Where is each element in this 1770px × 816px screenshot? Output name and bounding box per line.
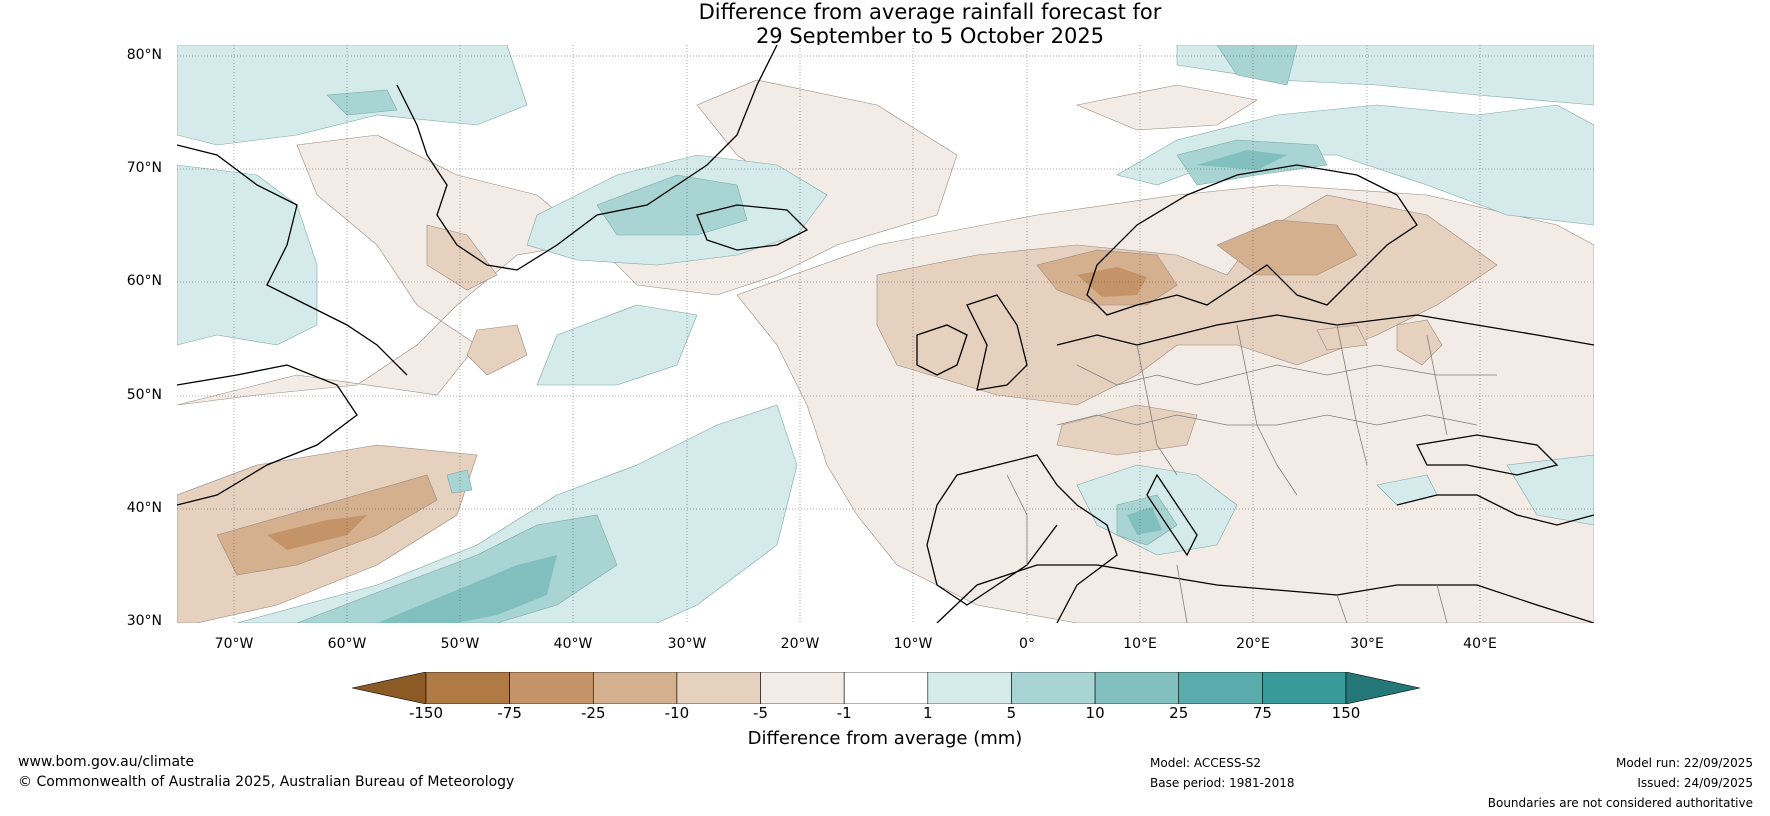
lon-label-60w: 60°W bbox=[327, 636, 367, 652]
lon-label-10w: 10°W bbox=[893, 636, 933, 652]
lat-label-30n: 30°N bbox=[126, 613, 162, 629]
legend-colorbar bbox=[352, 672, 1420, 704]
rainfall-anomaly-map bbox=[177, 45, 1594, 623]
anomaly-light-wet bbox=[177, 45, 1594, 623]
legend-tick-label: 150 bbox=[1331, 704, 1361, 722]
lat-label-80n: 80°N bbox=[126, 47, 162, 63]
lon-label-50w: 50°W bbox=[440, 636, 480, 652]
lon-label-20w: 20°W bbox=[780, 636, 820, 652]
legend-tick-label: -25 bbox=[581, 704, 606, 722]
lon-label-0: 0° bbox=[1019, 636, 1035, 652]
footer-website: www.bom.gov.au/climate bbox=[18, 754, 195, 770]
country-borders bbox=[1006, 324, 1497, 623]
footer-issued: Issued: 24/09/2025 bbox=[1637, 776, 1753, 790]
legend-segment bbox=[1178, 672, 1263, 704]
legend-segment bbox=[1262, 672, 1347, 704]
footer-model: Model: ACCESS-S2 bbox=[1150, 756, 1262, 770]
map-svg bbox=[177, 45, 1594, 623]
legend-segment bbox=[676, 672, 761, 704]
legend-segment bbox=[592, 672, 678, 704]
lon-label-40e: 40°E bbox=[1463, 636, 1497, 652]
lon-label-10e: 10°E bbox=[1123, 636, 1157, 652]
legend-segment bbox=[425, 672, 510, 704]
anomaly-strong-wet bbox=[377, 150, 1287, 623]
legend-tick-label: 75 bbox=[1252, 704, 1272, 722]
legend-segment bbox=[927, 672, 1012, 704]
lon-label-20e: 20°E bbox=[1236, 636, 1270, 652]
legend-tick-label: 10 bbox=[1085, 704, 1105, 722]
map-gridlines bbox=[177, 45, 1594, 623]
legend-tick-label: 1 bbox=[923, 704, 933, 722]
legend-segment bbox=[1011, 672, 1096, 704]
legend-tick-label: -150 bbox=[408, 704, 444, 722]
lat-label-50n: 50°N bbox=[126, 387, 162, 403]
lon-label-40w: 40°W bbox=[553, 636, 593, 652]
legend-tick-label: -1 bbox=[836, 704, 852, 722]
title-line-1: Difference from average rainfall forecas… bbox=[698, 0, 1162, 24]
legend-segment bbox=[843, 672, 929, 704]
lon-label-30w: 30°W bbox=[667, 636, 707, 652]
legend-segment bbox=[1094, 672, 1180, 704]
legend-tick-label: 5 bbox=[1006, 704, 1017, 722]
footer-base-period: Base period: 1981-2018 bbox=[1150, 776, 1295, 790]
footer-model-run: Model run: 22/09/2025 bbox=[1615, 756, 1753, 770]
lat-label-70n: 70°N bbox=[126, 160, 162, 176]
footer-disclaimer: Boundaries are not considered authoritat… bbox=[1487, 796, 1753, 810]
lat-label-60n: 60°N bbox=[126, 273, 162, 289]
lon-label-30e: 30°E bbox=[1350, 636, 1384, 652]
legend-tick-label: 25 bbox=[1169, 704, 1189, 722]
legend-tick-label: -5 bbox=[753, 704, 769, 722]
legend-caption: Difference from average (mm) bbox=[747, 728, 1023, 749]
legend-extend-high bbox=[1345, 672, 1420, 704]
legend-tick-label: -75 bbox=[497, 704, 522, 722]
footer-copyright: © Commonwealth of Australia 2025, Austra… bbox=[18, 774, 515, 790]
legend-extend-low bbox=[352, 672, 427, 704]
legend-tick-label: -10 bbox=[664, 704, 690, 722]
coastlines bbox=[177, 45, 1594, 623]
map-title: Difference from average rainfall forecas… bbox=[0, 0, 1770, 48]
legend-segment bbox=[509, 672, 594, 704]
lat-label-40n: 40°N bbox=[126, 500, 162, 516]
lon-label-70w: 70°W bbox=[214, 636, 254, 652]
title-line-2: 29 September to 5 October 2025 bbox=[755, 24, 1105, 48]
legend-segment bbox=[760, 672, 845, 704]
